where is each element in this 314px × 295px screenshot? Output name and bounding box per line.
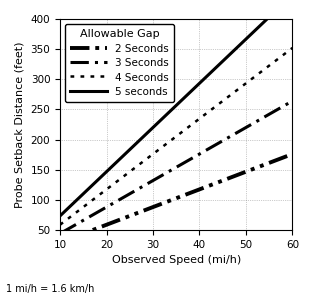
Legend: 2 Seconds, 3 Seconds, 4 Seconds, 5 seconds: 2 Seconds, 3 Seconds, 4 Seconds, 5 secon… [65, 24, 174, 102]
Y-axis label: Probe Setback Distance (feet): Probe Setback Distance (feet) [15, 41, 25, 208]
X-axis label: Observed Speed (mi/h): Observed Speed (mi/h) [111, 255, 241, 265]
Text: 1 mi/h = 1.6 km/h: 1 mi/h = 1.6 km/h [6, 283, 95, 294]
